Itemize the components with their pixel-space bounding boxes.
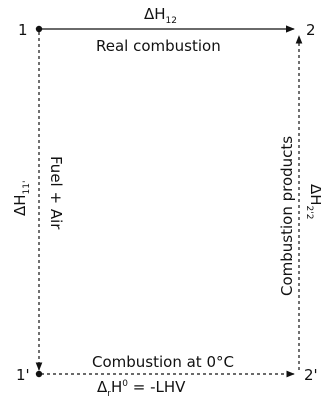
node-1-label: 1 xyxy=(18,21,28,39)
combustion-products-label: Combustion products xyxy=(278,136,296,296)
real-combustion-label: Real combustion xyxy=(96,37,221,55)
delta-h-12: ΔH12 xyxy=(144,5,177,26)
fuel-air-label: Fuel + Air xyxy=(47,156,65,230)
node-1prime-label: 1' xyxy=(16,366,30,384)
node-2-label: 2 xyxy=(306,21,316,39)
node-2prime-label: 2' xyxy=(304,366,318,384)
node-1prime-dot xyxy=(35,370,43,378)
delta-h-2prime2: ΔH2'2 xyxy=(304,184,321,219)
node-1-dot xyxy=(35,25,43,33)
delta-h-11prime: ΔH11' xyxy=(11,181,32,216)
combustion-at-0c-label: Combustion at 0°C xyxy=(92,353,234,371)
reaction-enthalpy-equation: ΔrH0 = -LHV xyxy=(97,378,186,397)
